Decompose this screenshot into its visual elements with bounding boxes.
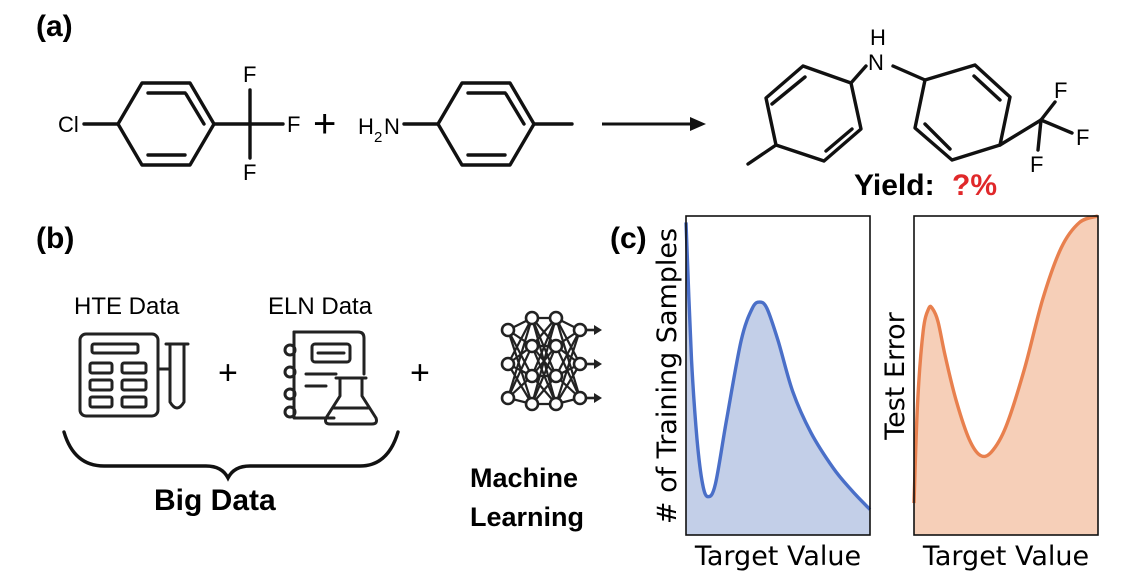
nn-connection — [506, 329, 534, 405]
nn-node — [524, 396, 540, 412]
nn-node — [524, 310, 540, 326]
reactant-2-h-atom: H — [358, 114, 374, 139]
nn-node — [500, 390, 516, 406]
nn-connection — [506, 317, 534, 399]
reactant-1-f-bottom: F — [243, 160, 256, 185]
hte-data-label: HTE Data — [74, 293, 180, 320]
reactant-1-f-top: F — [243, 62, 256, 87]
product-f-top: F — [1054, 78, 1067, 103]
training-samples-axes-frame — [685, 215, 871, 536]
nn-node — [572, 322, 588, 338]
machine-learning-label-line-2: Learning — [470, 502, 584, 532]
nn-connection — [555, 329, 581, 377]
test-error-y-axis-label: Test Error — [880, 311, 911, 440]
reactant-2-n-atom: N — [384, 114, 400, 139]
product-nh-h-atom: H — [870, 25, 886, 50]
nn-node — [548, 396, 564, 412]
nn-node — [500, 322, 516, 338]
nn-node — [524, 368, 540, 384]
product-f-bottom: F — [1030, 152, 1043, 177]
plus-sign-2: + — [410, 354, 430, 392]
test-error-series-line — [912, 214, 1099, 504]
nn-node — [500, 356, 516, 372]
nn-node — [548, 310, 564, 326]
panel-c-label: (c) — [610, 222, 647, 255]
eln-notebook-flask-icon — [283, 330, 378, 426]
panel-b-label: (b) — [36, 222, 74, 255]
benzene-ring-icon — [913, 63, 1012, 162]
reactant-1-structure: Cl F F F — [58, 62, 300, 185]
benzene-ring-icon — [116, 81, 216, 167]
benzene-ring-icon — [764, 64, 863, 163]
nn-connection — [555, 345, 581, 399]
nn-output-arrowhead — [594, 359, 602, 369]
reactant-1-f-right: F — [287, 112, 300, 137]
training-samples-x-axis-label: Target Value — [694, 541, 861, 572]
test-error-x-axis-label: Target Value — [922, 541, 1089, 572]
eln-data-label: ELN Data — [268, 293, 373, 320]
machine-learning-label-line-1: Machine — [470, 463, 578, 493]
nn-connection — [507, 317, 533, 365]
reaction-plus-sign: + — [313, 102, 336, 146]
nn-connection — [554, 329, 582, 405]
nn-connection — [507, 345, 533, 399]
test-error-axes-frame — [913, 215, 1099, 536]
nn-output-arrowhead — [594, 393, 602, 403]
hte-plate-test-tube-icon — [78, 332, 190, 418]
test-error-area-fill — [914, 216, 1098, 535]
reactant-2-h-subscript: 2 — [374, 129, 382, 146]
training-samples-y-axis-label: # of Training Samples — [652, 228, 683, 524]
nn-connection — [554, 317, 582, 399]
reaction-arrow-icon — [602, 117, 706, 131]
nn-output-arrowhead — [594, 325, 602, 335]
nn-connection — [530, 345, 558, 405]
yield-value: ?% — [952, 169, 997, 202]
yield-label: Yield: — [854, 169, 935, 202]
test-error-chart: Test Error Target Value — [880, 214, 1099, 572]
nn-node — [572, 356, 588, 372]
product-f-right: F — [1076, 125, 1089, 150]
nn-connection — [507, 329, 533, 377]
nn-node — [524, 338, 540, 354]
nn-connection — [530, 317, 558, 405]
test-error-plot-area — [912, 214, 1099, 535]
reactant-2-structure: H 2 N — [358, 81, 574, 167]
nn-node — [548, 338, 564, 354]
product-nh-n-atom: N — [868, 50, 884, 75]
nn-node — [572, 390, 588, 406]
nn-connection — [555, 317, 581, 365]
product-structure: H N F F F — [746, 25, 1089, 177]
nn-connection — [507, 363, 533, 405]
reactant-1-cl-atom: Cl — [58, 112, 79, 137]
nn-connection — [530, 317, 558, 377]
big-data-label: Big Data — [154, 484, 276, 517]
nn-connection — [555, 363, 581, 405]
training-samples-plot-area — [684, 222, 872, 535]
training-samples-series-line — [684, 222, 872, 511]
training-samples-chart: # of Training Samples Target Value — [652, 215, 872, 572]
benzene-ring-icon — [436, 81, 536, 167]
plus-sign-1: + — [218, 354, 238, 392]
neural-network-icon — [500, 310, 602, 412]
nn-node — [548, 368, 564, 384]
panel-a-label: (a) — [36, 10, 73, 43]
big-data-brace — [62, 430, 400, 482]
